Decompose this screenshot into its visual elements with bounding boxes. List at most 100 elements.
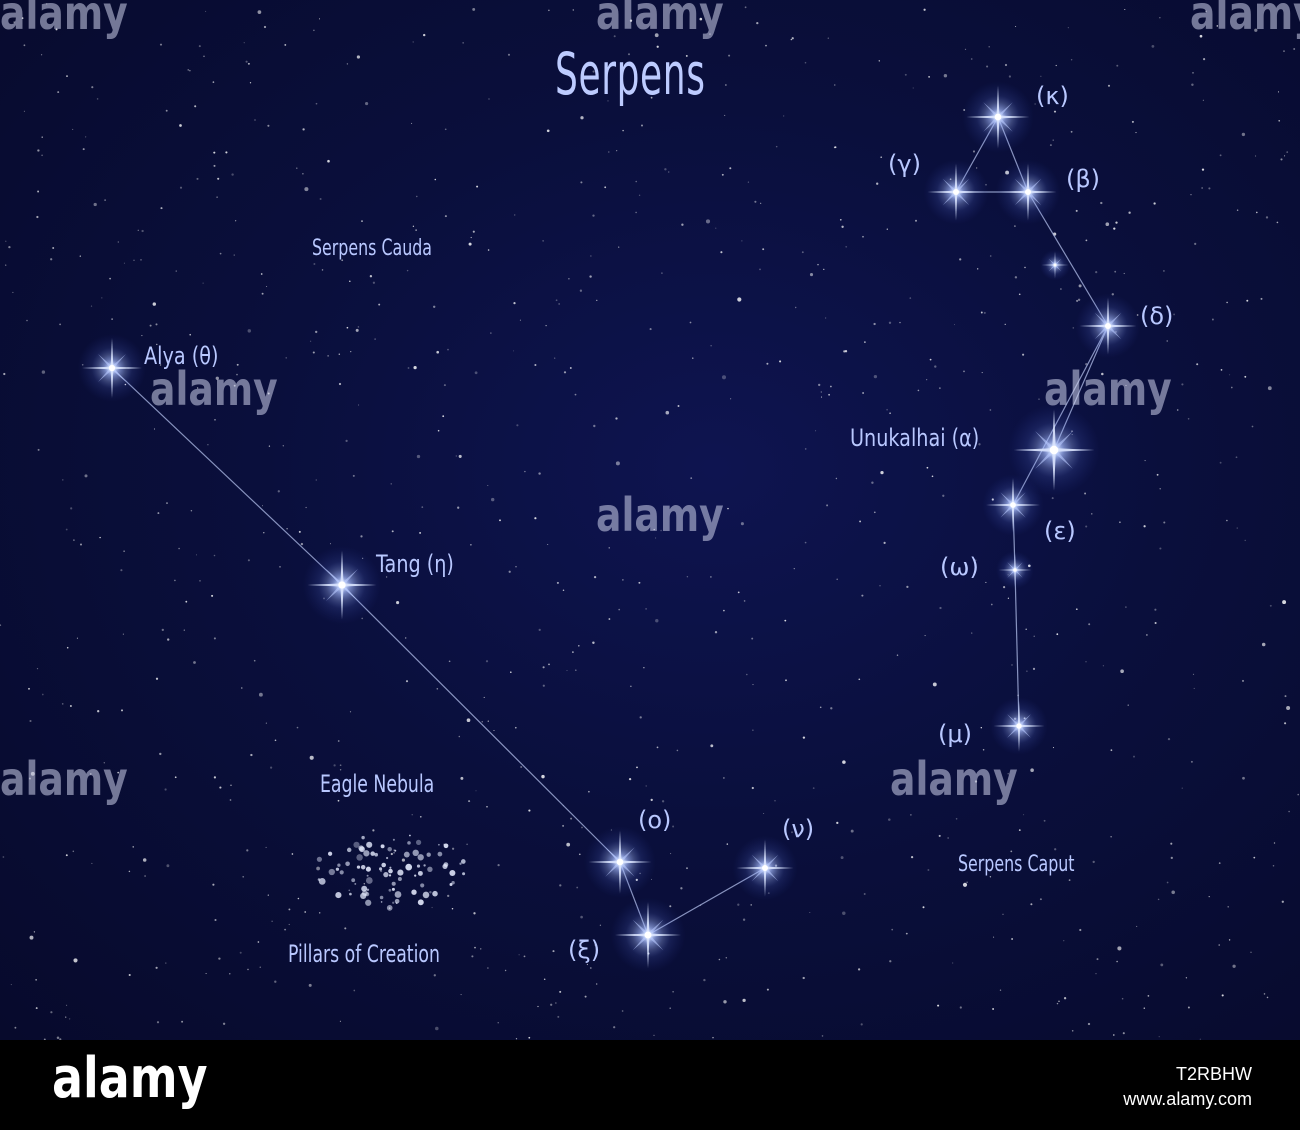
background-star bbox=[358, 404, 360, 406]
background-star bbox=[263, 25, 267, 29]
background-star bbox=[284, 43, 287, 46]
background-star bbox=[337, 740, 340, 742]
background-star bbox=[213, 164, 216, 167]
background-star bbox=[791, 37, 794, 40]
background-star bbox=[1007, 773, 1009, 775]
background-star bbox=[460, 994, 462, 996]
background-star bbox=[302, 128, 305, 131]
background-star bbox=[978, 443, 981, 446]
background-star bbox=[1251, 425, 1254, 428]
background-star bbox=[1263, 993, 1266, 995]
background-star bbox=[212, 81, 215, 83]
background-star bbox=[864, 341, 866, 343]
background-star bbox=[1068, 879, 1071, 881]
background-star bbox=[254, 119, 256, 121]
background-star bbox=[28, 687, 30, 690]
background-star bbox=[727, 507, 729, 510]
nebula-star bbox=[374, 852, 379, 857]
background-star bbox=[670, 853, 672, 855]
background-star bbox=[756, 21, 759, 25]
background-star bbox=[677, 405, 680, 407]
background-star bbox=[653, 528, 655, 531]
background-star bbox=[924, 635, 926, 637]
background-star bbox=[559, 990, 562, 993]
background-star bbox=[419, 531, 422, 534]
background-star bbox=[258, 692, 263, 697]
background-star bbox=[543, 978, 546, 981]
background-star bbox=[836, 821, 839, 825]
background-star bbox=[1261, 642, 1266, 647]
background-star bbox=[282, 445, 284, 447]
background-star bbox=[528, 809, 531, 812]
background-star bbox=[153, 428, 156, 430]
background-star bbox=[1201, 168, 1205, 171]
background-star bbox=[1278, 119, 1281, 122]
background-star bbox=[692, 357, 694, 359]
star-label-gamma: (γ) bbox=[888, 150, 921, 178]
background-star bbox=[538, 628, 541, 632]
background-star bbox=[451, 908, 454, 910]
background-star bbox=[580, 116, 584, 120]
background-star bbox=[710, 744, 714, 748]
background-star bbox=[1260, 297, 1263, 300]
nebula-star bbox=[394, 891, 402, 898]
background-star bbox=[72, 128, 74, 130]
background-star bbox=[263, 532, 265, 534]
background-star bbox=[604, 186, 607, 189]
background-star bbox=[1015, 25, 1017, 28]
background-star bbox=[596, 983, 598, 985]
nebula-star bbox=[443, 843, 449, 849]
background-star bbox=[185, 600, 188, 603]
background-star bbox=[196, 177, 199, 180]
background-star bbox=[841, 225, 844, 228]
background-star bbox=[964, 48, 967, 51]
background-star bbox=[1269, 604, 1272, 607]
background-star bbox=[249, 82, 252, 84]
background-star bbox=[247, 329, 252, 333]
background-star bbox=[516, 424, 519, 427]
background-star bbox=[247, 559, 250, 562]
background-star bbox=[931, 475, 934, 478]
background-star bbox=[904, 73, 907, 76]
background-star bbox=[1040, 75, 1042, 77]
background-star bbox=[312, 351, 315, 354]
background-star bbox=[928, 76, 930, 78]
background-star bbox=[69, 705, 72, 707]
background-star bbox=[645, 608, 647, 610]
background-star bbox=[1173, 313, 1176, 316]
background-star bbox=[40, 54, 43, 56]
nebula-star bbox=[366, 841, 373, 848]
background-star bbox=[1201, 187, 1203, 189]
background-star bbox=[288, 908, 291, 911]
background-star bbox=[723, 1000, 727, 1004]
background-star bbox=[231, 173, 234, 176]
background-star bbox=[1095, 973, 1097, 975]
background-star bbox=[265, 846, 267, 848]
background-star bbox=[820, 391, 822, 393]
background-star bbox=[1014, 276, 1018, 279]
background-star bbox=[891, 928, 894, 931]
background-star bbox=[723, 609, 725, 612]
background-star bbox=[889, 960, 892, 963]
background-star bbox=[466, 718, 471, 723]
background-star bbox=[751, 786, 754, 790]
star-delta bbox=[1075, 293, 1141, 359]
background-star bbox=[703, 978, 706, 982]
star-mu bbox=[990, 697, 1048, 755]
background-star bbox=[1011, 664, 1013, 666]
background-star bbox=[216, 196, 218, 198]
background-star bbox=[542, 666, 545, 669]
background-star bbox=[73, 539, 75, 541]
site-url: www.alamy.com bbox=[1123, 1089, 1252, 1110]
background-star bbox=[714, 631, 718, 634]
background-star bbox=[959, 1006, 962, 1009]
background-star bbox=[542, 684, 545, 687]
background-star bbox=[1058, 1000, 1060, 1002]
background-star bbox=[1199, 34, 1203, 38]
background-star bbox=[574, 669, 577, 672]
background-star bbox=[730, 398, 732, 400]
background-star bbox=[621, 1010, 624, 1012]
background-star bbox=[863, 893, 866, 895]
background-star bbox=[802, 736, 806, 739]
nebula-star bbox=[383, 871, 389, 878]
